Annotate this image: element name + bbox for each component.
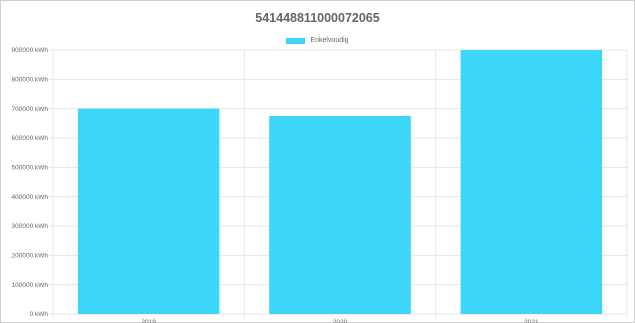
bar-2019 — [77, 108, 220, 315]
y-tick-label: 100000 kWh — [12, 282, 49, 289]
x-tick-label: 2020 — [333, 319, 348, 323]
x-tick-label: 2021 — [524, 319, 539, 323]
y-tick-label: 300000 kWh — [12, 223, 49, 230]
bar-2020 — [269, 116, 411, 314]
y-tick-label: 400000 kWh — [12, 194, 49, 201]
y-tick-label: 700000 kWh — [12, 106, 49, 113]
y-tick-label: 600000 kWh — [12, 135, 49, 142]
y-tick-label: 800000 kWh — [12, 77, 49, 84]
x-tick-label: 2019 — [141, 319, 156, 323]
y-tick-label: 500000 kWh — [12, 165, 49, 172]
chart-title: 541448811000072065 — [255, 11, 380, 25]
legend[interactable]: Enkelvoudig — [0, 37, 635, 44]
bar-2021 — [460, 50, 603, 314]
y-tick-label: 200000 kWh — [12, 253, 49, 260]
legend-label: Enkelvoudig — [310, 37, 349, 44]
y-tick-label: 0 kWh — [30, 311, 49, 318]
legend-swatch — [286, 37, 306, 44]
y-tick-label: 900000 kWh — [12, 47, 49, 54]
